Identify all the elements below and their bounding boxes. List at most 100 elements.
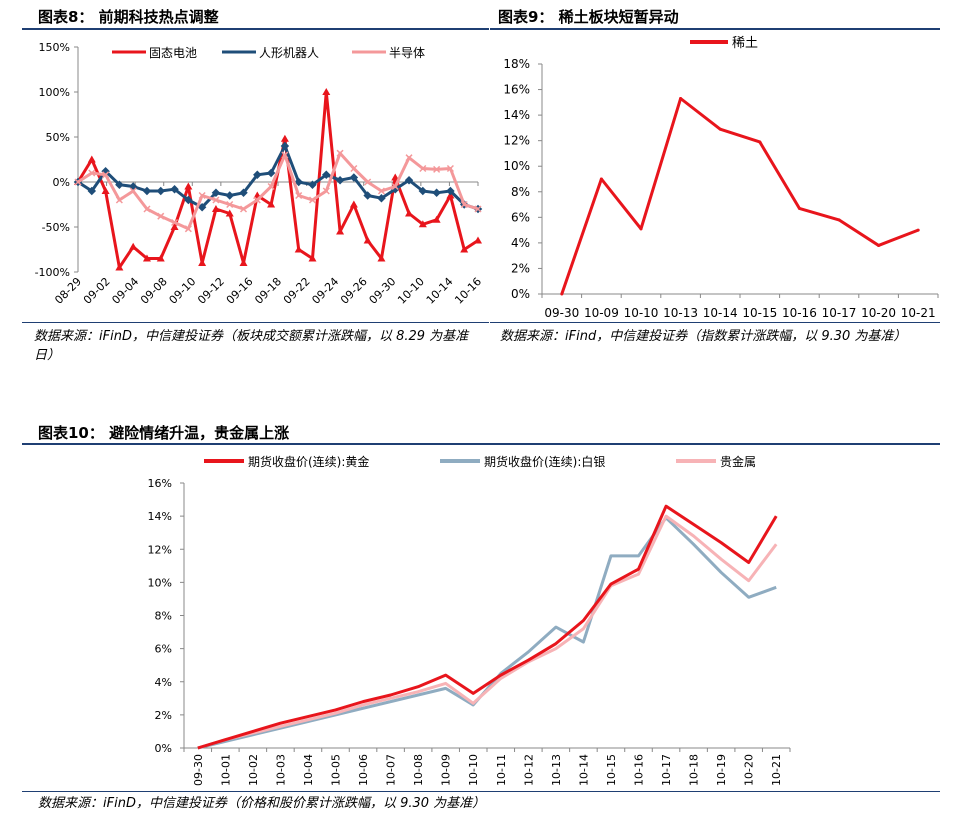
chart8-series-marker <box>460 200 468 209</box>
chart8-series-marker <box>143 205 151 213</box>
chart8-series-marker <box>225 209 234 217</box>
chart10-x-tick-label: 10-06 <box>357 754 370 786</box>
chart9-legend-label: 稀土 <box>732 36 758 51</box>
chart8-series-marker <box>115 263 124 271</box>
chart10-series-line <box>197 516 777 750</box>
chart8-series-marker <box>198 259 207 266</box>
chart10-x-tick-label: 10-12 <box>522 754 535 786</box>
chart9-data-point <box>639 227 643 231</box>
chart8-series-marker <box>115 196 123 204</box>
chart8-series-marker <box>267 182 275 191</box>
chart9-data-point <box>837 218 841 222</box>
chart8-series-marker <box>170 184 179 194</box>
chart8-series-marker <box>377 193 386 203</box>
chart8-series-marker <box>404 175 414 185</box>
chart10-y-tick-label: 8% <box>155 610 172 623</box>
chart9-data-point <box>916 228 920 232</box>
chart8-title-rule <box>22 28 489 30</box>
chart8-series-marker <box>87 186 97 196</box>
chart10-legend-label: 期货收盘价(连续):白银 <box>484 454 605 469</box>
chart10-x-tick-label: 10-05 <box>330 754 343 786</box>
chart10-legend-label: 期货收盘价(连续):黄金 <box>248 454 369 469</box>
chart8-series-marker <box>115 180 124 189</box>
chart8-y-tick-label: 100% <box>39 86 70 99</box>
chart9-x-tick-label: 10-10 <box>624 306 659 320</box>
chart8-series-marker <box>156 254 165 262</box>
chart10-x-tick-label: 09-30 <box>192 754 205 786</box>
chart9-x-tick-label: 10-15 <box>742 306 777 320</box>
chart8-series-marker <box>322 170 331 180</box>
chart8-series-marker <box>460 245 469 253</box>
chart8-legend-label: 固态电池 <box>149 46 197 60</box>
chart9-y-tick-label: 18% <box>503 57 530 71</box>
chart9-y-tick-label: 0% <box>511 287 530 301</box>
chart10-x-tick-label: 10-04 <box>302 754 315 786</box>
chart9-y-tick-label: 16% <box>503 83 530 97</box>
chart8-source-rule <box>22 322 489 323</box>
chart8-series-marker <box>405 209 414 217</box>
chart8-series-marker <box>474 205 482 213</box>
chart8-series-marker <box>335 175 345 185</box>
chart10-y-tick-label: 2% <box>155 709 172 722</box>
chart10-series-line <box>197 514 778 750</box>
chart10-x-tick-label: 10-18 <box>688 754 701 786</box>
chart8-series-marker <box>295 191 303 200</box>
chart9-data-point <box>877 243 881 247</box>
chart8-y-tick-label: -100% <box>35 266 70 279</box>
chart8-series-marker <box>336 149 344 157</box>
chart9-data-point <box>797 206 801 210</box>
chart10-y-tick-label: 6% <box>155 643 172 656</box>
chart8-series-marker <box>129 242 138 250</box>
chart9-x-tick-label: 09-30 <box>544 306 579 320</box>
chart8-series-marker <box>308 254 317 262</box>
chart8-series-marker <box>418 220 427 228</box>
chart8-series-marker <box>446 186 455 196</box>
chart9-data-point <box>758 140 762 144</box>
chart8-series-marker <box>391 173 400 181</box>
chart10-x-tick-label: 10-13 <box>550 754 563 786</box>
chart10-x-tick-label: 10-14 <box>577 754 590 786</box>
chart10-x-tick-label: 10-01 <box>219 754 232 786</box>
chart8-y-tick-label: 0% <box>53 176 70 189</box>
chart10-y-tick-label: 14% <box>148 510 172 523</box>
chart9-series-line <box>560 97 919 295</box>
chart9-title: 图表9： 稀土板块短暂异动 <box>498 8 679 26</box>
chart8-series-marker <box>87 155 96 163</box>
chart8-series-marker <box>253 196 261 204</box>
chart8-series-marker <box>88 169 96 177</box>
chart8-series-marker <box>391 182 399 191</box>
chart8-series-marker <box>184 195 193 205</box>
chart8-series-marker <box>350 164 358 173</box>
chart8-series-marker <box>266 168 276 178</box>
chart8-series-marker <box>156 186 166 196</box>
chart10-x-tick-label: 10-21 <box>770 754 783 786</box>
chart8-series-marker <box>294 177 303 187</box>
chart10-y-tick-label: 10% <box>148 576 172 589</box>
chart8-series-marker <box>322 88 331 95</box>
chart8-series-marker <box>363 191 372 200</box>
chart8-series-marker <box>377 254 386 262</box>
chart9-y-tick-label: 14% <box>503 108 530 122</box>
chart8-series-marker <box>101 187 110 194</box>
chart8-series-marker <box>142 254 151 262</box>
chart10-x-tick-label: 10-16 <box>633 754 646 786</box>
chart9-y-tick-label: 4% <box>511 236 530 250</box>
chart9-data-point <box>679 97 683 100</box>
chart9-x-tick-label: 10-20 <box>861 306 896 320</box>
chart9-x-tick-label: 10-16 <box>782 306 817 320</box>
chart9-title-rule <box>490 28 940 30</box>
chart8-series-marker <box>418 186 428 196</box>
chart9-y-tick-label: 12% <box>503 134 530 148</box>
chart10-title: 图表10： 避险情绪升温，贵金属上涨 <box>38 424 290 442</box>
chart8-series-marker <box>432 188 441 198</box>
chart9-plot: 0% 2% 4% 6% 8% 10% 12% 14% 16% 18% 09-30 10-09 10-10… <box>503 36 939 320</box>
chart9-data-point <box>718 127 722 131</box>
chart8-series-marker <box>364 178 372 186</box>
chart10-series-line <box>197 504 778 750</box>
chart8-y-tick-label: 150% <box>39 41 70 54</box>
chart8-legend-label: 人形机器人 <box>259 46 319 60</box>
chart9-source: 数据来源：iFind，中信建投证券（指数累计涨跌幅，以 9.30 为基准） <box>500 329 907 344</box>
chart8-series-marker <box>129 187 137 195</box>
chart8-series-marker <box>184 225 192 233</box>
